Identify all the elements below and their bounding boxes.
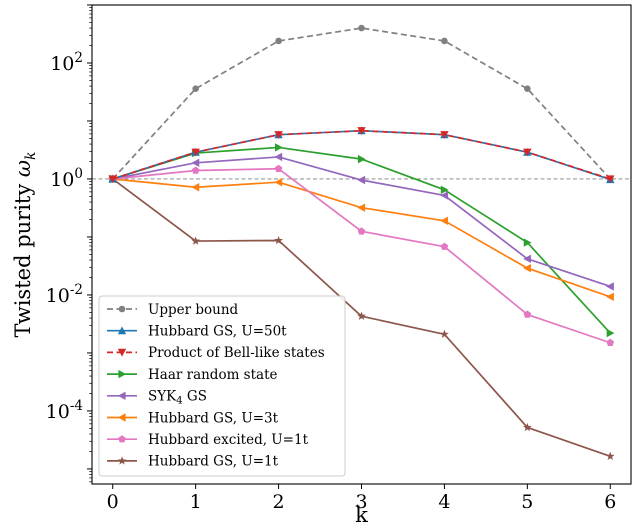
series-7-point <box>440 242 449 250</box>
series-3-point <box>191 148 200 157</box>
legend-entry-3: Product of Bell-like states <box>107 345 325 361</box>
legend-entry-8: Hubbard GS, U=1t <box>107 454 279 470</box>
x-tick-label: 1 <box>190 491 202 513</box>
x-tick-label: 6 <box>604 491 616 513</box>
series-3-point <box>440 131 449 139</box>
legend-entry-6: Hubbard GS, U=3t <box>107 410 279 426</box>
y-tick-label: 102 <box>50 50 83 75</box>
legend-label: SYK4 GS <box>148 389 207 407</box>
series-1-point <box>192 85 199 93</box>
axes: 0 1 2 3 4 5 6 102 100 10-2 10-4 k Twisted purity ωk <box>11 4 632 527</box>
series-3-point <box>523 148 532 157</box>
legend-marker <box>117 326 127 335</box>
series-3-point <box>274 131 283 139</box>
series-5-point <box>191 158 200 168</box>
series-8-point <box>522 422 532 432</box>
legend-entry-1: Upper bound <box>107 302 239 318</box>
series-6-point <box>440 216 449 226</box>
legend-marker <box>118 369 127 379</box>
series-3-point <box>108 175 117 184</box>
series-6-point <box>191 183 200 192</box>
series-1-point <box>524 85 531 93</box>
legend-marker <box>117 456 127 465</box>
series-5-point <box>274 152 283 162</box>
series-3-point <box>357 127 366 135</box>
series-4-point <box>523 238 532 247</box>
x-tick-label: 3 <box>355 491 367 513</box>
legend-marker <box>117 348 127 357</box>
x-tick-label: 0 <box>107 491 119 513</box>
legend-label: Upper bound <box>148 302 239 318</box>
series-4-point <box>440 185 449 195</box>
series-6-point <box>606 292 614 301</box>
x-tick-label: 2 <box>273 491 285 513</box>
x-axis-label: k <box>355 503 368 527</box>
series-3-point <box>606 175 615 184</box>
series-6-point <box>274 177 283 187</box>
legend-label: Hubbard GS, U=50t <box>148 324 287 340</box>
series-8-point <box>191 236 201 245</box>
y-tick-label: 10-2 <box>46 282 83 307</box>
legend-entry-2: Hubbard GS, U=50t <box>107 324 287 340</box>
legend: Upper bound Hubbard GS, U=50t Product of B… <box>98 295 346 477</box>
legend-label: Hubbard excited, U=1t <box>148 432 309 448</box>
legend-box <box>98 295 346 477</box>
series-8-point <box>357 311 366 320</box>
legend-label: Hubbard GS, U=1t <box>148 454 279 470</box>
legend-label: Hubbard GS, U=3t <box>148 410 279 426</box>
series-7-point <box>274 164 283 173</box>
legend-entry-7: Hubbard excited, U=1t <box>107 432 309 448</box>
y-axis-label: Twisted purity ωk <box>11 151 39 337</box>
series-1-point <box>358 24 365 32</box>
series-3 <box>108 127 615 184</box>
x-tick-label: 4 <box>438 491 450 513</box>
series-5-point <box>606 282 614 291</box>
legend-marker <box>117 391 126 400</box>
series-4-point <box>357 154 366 164</box>
series-5-point <box>357 175 366 185</box>
legend-marker <box>118 305 126 313</box>
legend-marker <box>118 435 126 443</box>
x-tick-label: 5 <box>521 491 533 513</box>
series-6-point <box>357 203 366 212</box>
legend-entry-5: SYK4 GS <box>107 389 207 407</box>
series-1-point <box>275 37 282 45</box>
y-tick-label: 100 <box>50 166 83 191</box>
y-tick-label: 10-4 <box>46 398 83 423</box>
series-1-point <box>441 37 448 45</box>
series-4-point <box>606 328 615 338</box>
legend-label: Haar random state <box>148 367 278 383</box>
series-5-point <box>440 191 449 200</box>
series-8-point <box>440 329 449 338</box>
series-7-point <box>606 338 615 346</box>
series-8-point <box>274 235 283 245</box>
legend-marker <box>117 413 126 422</box>
legend-label: Product of Bell-like states <box>148 345 325 361</box>
series-8-point <box>605 451 615 461</box>
series-7-point <box>191 166 200 174</box>
legend-entry-4: Haar random state <box>107 367 278 383</box>
series-7-point <box>357 227 366 235</box>
series-layer <box>108 24 615 461</box>
series-7-point <box>523 310 532 318</box>
series-4-point <box>274 143 283 152</box>
series-6-point <box>523 263 531 273</box>
series-5-point <box>523 254 531 264</box>
